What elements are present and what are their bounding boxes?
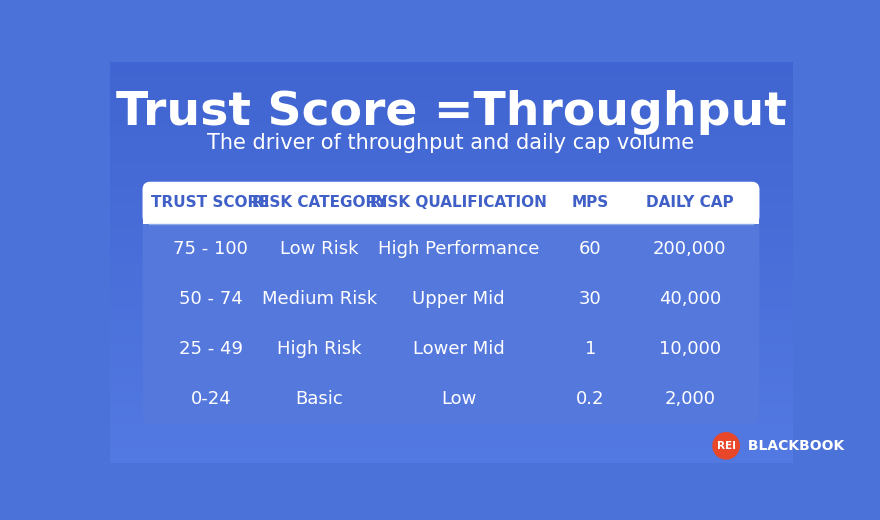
- Circle shape: [713, 433, 739, 459]
- Text: 10,000: 10,000: [658, 340, 721, 358]
- FancyBboxPatch shape: [143, 182, 759, 224]
- Text: MPS: MPS: [572, 196, 609, 211]
- Bar: [143, 203, 759, 224]
- Text: Trust Score =Throughput: Trust Score =Throughput: [115, 90, 787, 135]
- Text: BLACKBOOK: BLACKBOOK: [744, 439, 845, 453]
- Text: TRUST SCORE: TRUST SCORE: [151, 196, 270, 211]
- Text: The driver of throughput and daily cap volume: The driver of throughput and daily cap v…: [208, 133, 694, 153]
- Text: 30: 30: [579, 290, 602, 308]
- Text: 75 - 100: 75 - 100: [173, 240, 248, 258]
- Text: 25 - 49: 25 - 49: [179, 340, 243, 358]
- Text: RISK QUALIFICATION: RISK QUALIFICATION: [370, 196, 547, 211]
- Text: 50 - 74: 50 - 74: [179, 290, 243, 308]
- Text: RISK CATEGORY: RISK CATEGORY: [252, 196, 387, 211]
- Text: Basic: Basic: [296, 391, 343, 408]
- FancyBboxPatch shape: [143, 182, 759, 424]
- Text: 40,000: 40,000: [658, 290, 721, 308]
- Text: REI: REI: [716, 441, 736, 451]
- Text: 60: 60: [579, 240, 602, 258]
- Text: 1: 1: [585, 340, 596, 358]
- Text: Low Risk: Low Risk: [280, 240, 358, 258]
- Text: 2,000: 2,000: [664, 391, 715, 408]
- Text: DAILY CAP: DAILY CAP: [646, 196, 734, 211]
- Text: Medium Risk: Medium Risk: [261, 290, 377, 308]
- Text: High Performance: High Performance: [378, 240, 539, 258]
- Text: 0-24: 0-24: [190, 391, 231, 408]
- Text: High Risk: High Risk: [277, 340, 362, 358]
- Text: 200,000: 200,000: [653, 240, 727, 258]
- Text: Low: Low: [441, 391, 476, 408]
- Text: Upper Mid: Upper Mid: [413, 290, 505, 308]
- Text: 0.2: 0.2: [576, 391, 605, 408]
- Text: Lower Mid: Lower Mid: [413, 340, 504, 358]
